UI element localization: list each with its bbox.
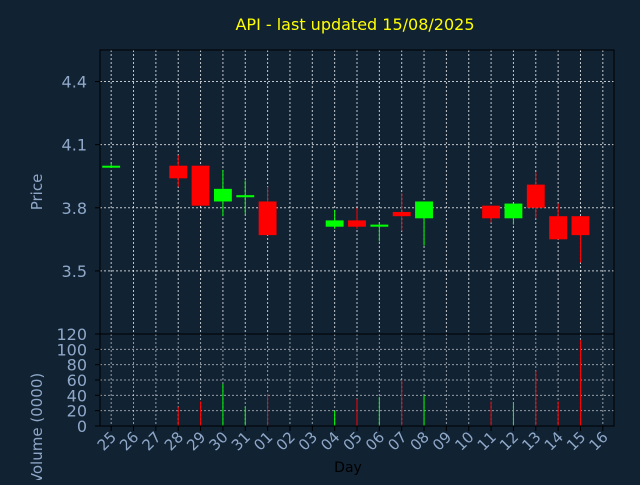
- volume-tick-label: 20: [67, 402, 87, 421]
- chart-title: API - last updated 15/08/2025: [235, 15, 474, 34]
- price-tick-label: 3.8: [62, 199, 87, 218]
- candle-body: [482, 205, 501, 219]
- candle-body: [392, 211, 411, 217]
- candle-body: [549, 216, 568, 240]
- volume-panel-frame: [99, 333, 615, 427]
- candle-body: [236, 195, 255, 198]
- volume-tick-label: 60: [67, 371, 87, 390]
- volume-bars: [177, 340, 581, 426]
- price-tick-label: 4.1: [62, 136, 87, 155]
- axes: 3.53.84.14.40204060801001202526272829303…: [56, 49, 615, 454]
- candle-body: [169, 165, 188, 179]
- price-axis-label: Price: [28, 174, 46, 211]
- candle-body: [191, 165, 210, 206]
- candle-body: [504, 203, 523, 219]
- candle-body: [370, 224, 389, 227]
- volume-tick-label: 40: [67, 386, 87, 405]
- candle-body: [348, 220, 366, 227]
- price-grid: [100, 50, 614, 334]
- volume-tick-label: 120: [56, 325, 87, 344]
- price-tick-label: 4.4: [62, 73, 87, 92]
- candle-body: [571, 216, 590, 236]
- candle-body: [213, 188, 232, 202]
- x-axis-label: Day: [334, 460, 362, 476]
- price-candles: [102, 155, 590, 263]
- volume-tick-label: 100: [56, 340, 87, 359]
- price-tick-label: 3.5: [62, 262, 87, 281]
- candle-body: [102, 165, 121, 168]
- candle-body: [526, 184, 545, 208]
- volume-axis-label: Volume (0000): [28, 373, 46, 480]
- candle-body: [325, 220, 344, 227]
- candle-body: [415, 201, 433, 219]
- x-tick-label: 16: [585, 428, 611, 454]
- volume-tick-label: 80: [67, 356, 87, 375]
- candle-body: [258, 201, 277, 236]
- volume-tick-label: 0: [77, 417, 87, 436]
